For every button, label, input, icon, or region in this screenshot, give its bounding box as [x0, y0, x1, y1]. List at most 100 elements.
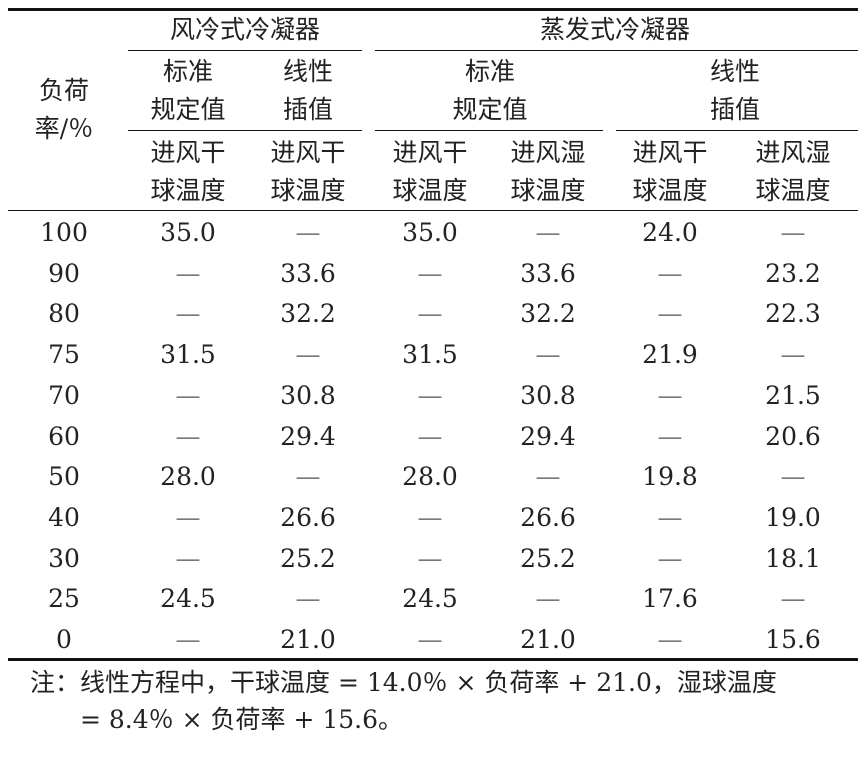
sub-header: 插值 [709, 95, 761, 124]
group-header: 蒸发式冷凝器 [539, 15, 691, 44]
cell: — [780, 218, 806, 247]
stub-label: 率/％ [34, 114, 94, 143]
cell: — [657, 502, 683, 532]
cell: — [417, 502, 443, 532]
cell: 24.5 [402, 584, 458, 614]
cell: 35.0 [402, 218, 458, 247]
cell: — [417, 380, 443, 410]
row-label: 70 [48, 380, 80, 410]
column-header: 进风干 [392, 138, 468, 167]
cell: — [417, 421, 443, 451]
sub-header: 插值 [282, 95, 334, 124]
cell: 24.0 [642, 218, 698, 247]
rule [128, 50, 362, 51]
cell: 28.0 [402, 462, 458, 492]
row-label: 80 [48, 299, 80, 329]
cell: 24.5 [160, 584, 216, 614]
cell: — [175, 299, 201, 329]
stub-label: 负荷 [38, 76, 90, 105]
cell: 19.0 [765, 502, 821, 532]
cell: 17.6 [642, 584, 698, 614]
cell: — [657, 421, 683, 451]
cell: — [535, 218, 561, 247]
cell: 30.8 [520, 380, 576, 410]
row-label: 75 [48, 340, 80, 370]
cell: — [175, 258, 201, 288]
cell: 29.4 [280, 421, 336, 451]
sub-header: 线性 [709, 57, 761, 86]
cell: — [535, 340, 561, 370]
cell: — [780, 462, 806, 492]
row-label: 0 [56, 625, 72, 654]
row-label: 25 [48, 584, 80, 614]
cell: — [175, 380, 201, 410]
rule [128, 130, 362, 131]
cell: 33.6 [280, 258, 336, 288]
cell: — [657, 299, 683, 329]
column-header: 进风干 [150, 138, 226, 167]
cell: 26.6 [520, 502, 576, 532]
column-header: 球温度 [510, 176, 586, 205]
rule-top [8, 8, 858, 11]
cell: 26.6 [280, 502, 336, 532]
rule [375, 50, 858, 51]
sub-header: 标准 [162, 57, 214, 86]
cell: 25.2 [520, 543, 576, 573]
row-label: 40 [48, 502, 80, 532]
cell: 21.0 [280, 625, 336, 654]
cell: 29.4 [520, 421, 576, 451]
cell: — [295, 340, 321, 370]
cell: 31.5 [160, 340, 216, 370]
cell: 32.2 [280, 299, 336, 329]
column-header: 进风湿 [510, 138, 586, 167]
cell: 21.5 [765, 380, 821, 410]
cell: 35.0 [160, 218, 216, 247]
column-header: 进风干 [632, 138, 708, 167]
rule-bottom [8, 658, 858, 661]
cell: — [535, 462, 561, 492]
cell: 28.0 [160, 462, 216, 492]
column-header: 球温度 [392, 176, 468, 205]
cell: — [295, 218, 321, 247]
cell: 30.8 [280, 380, 336, 410]
column-header: 球温度 [270, 176, 346, 205]
cell: — [780, 584, 806, 614]
rule [8, 210, 858, 211]
column-header: 进风干 [270, 138, 346, 167]
row-label: 90 [48, 258, 80, 288]
column-header: 球温度 [755, 176, 831, 205]
cell: — [295, 584, 321, 614]
sub-header: 规定值 [452, 95, 528, 124]
cell: — [417, 543, 443, 573]
cell: — [657, 625, 683, 654]
cell: 32.2 [520, 299, 576, 329]
note: = 8.4％ × 负荷率 + 15.6。 [80, 705, 403, 734]
note: 注：线性方程中，干球温度 = 14.0％ × 负荷率 + 21.0，湿球温度 [30, 668, 777, 697]
sub-header: 线性 [282, 57, 334, 86]
cell: — [175, 502, 201, 532]
cell: — [780, 340, 806, 370]
cell: 33.6 [520, 258, 576, 288]
cell: — [657, 543, 683, 573]
cell: — [657, 380, 683, 410]
cell: 22.3 [765, 299, 821, 329]
column-header: 球温度 [150, 176, 226, 205]
rule [616, 130, 858, 131]
cell: — [657, 258, 683, 288]
cell: 20.6 [765, 421, 821, 451]
cell: — [417, 299, 443, 329]
cell: 21.9 [642, 340, 698, 370]
row-label: 50 [48, 462, 80, 492]
cell: 19.8 [642, 462, 698, 492]
sub-header: 规定值 [150, 95, 226, 124]
cell: — [175, 421, 201, 451]
cell: — [535, 584, 561, 614]
column-header: 球温度 [632, 176, 708, 205]
cell: 15.6 [765, 625, 821, 654]
cell: — [175, 625, 201, 654]
row-label: 60 [48, 421, 80, 451]
row-label: 100 [40, 218, 88, 247]
rule [375, 130, 603, 131]
cell: — [417, 258, 443, 288]
